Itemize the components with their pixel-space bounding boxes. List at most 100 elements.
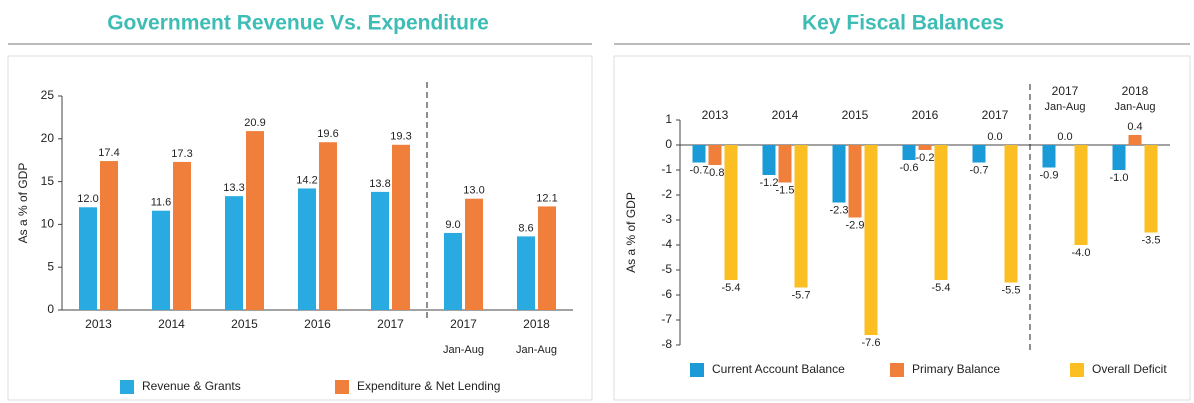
- value-label: 0.4: [1127, 121, 1142, 133]
- bar: [692, 145, 706, 163]
- x-tick-label: 2018: [1122, 84, 1149, 98]
- bar: [173, 161, 191, 310]
- value-label: 12.0: [77, 193, 98, 205]
- value-label: 17.3: [171, 148, 192, 160]
- bar: [152, 210, 170, 310]
- y-tick-label: -1: [661, 162, 672, 176]
- value-label: -1.0: [1110, 172, 1129, 184]
- x-tick-label: 2016: [912, 108, 939, 122]
- bar: [902, 145, 916, 160]
- value-label: -5.5: [1002, 284, 1021, 296]
- value-label: 19.3: [390, 131, 411, 143]
- legend-label: Primary Balance: [912, 362, 1000, 376]
- x-tick-label: 2015: [231, 317, 258, 331]
- bar: [864, 145, 878, 335]
- chart-title: Government Revenue Vs. Expenditure: [107, 12, 489, 35]
- value-label: -0.7: [970, 164, 989, 176]
- bar: [934, 145, 948, 280]
- legend-label: Revenue & Grants: [142, 379, 241, 393]
- x-tick-label: 2017: [450, 317, 477, 331]
- legend-swatch: [690, 363, 704, 377]
- y-tick-label: 15: [41, 174, 55, 188]
- value-label: -3.5: [1142, 234, 1161, 246]
- value-label: -5.4: [932, 282, 951, 294]
- legend-swatch: [1070, 363, 1084, 377]
- chart-title: Key Fiscal Balances: [802, 12, 1004, 35]
- value-label: 19.6: [317, 128, 338, 140]
- bar: [1128, 135, 1142, 145]
- bar: [972, 145, 986, 163]
- value-label: -1.5: [776, 184, 795, 196]
- y-tick-label: 20: [41, 131, 55, 145]
- bar: [778, 145, 792, 183]
- bar: [762, 145, 776, 175]
- value-label: 9.0: [445, 219, 460, 231]
- panel: [613, 55, 1191, 401]
- x-tick-label: 2014: [158, 317, 185, 331]
- bar: [517, 236, 535, 310]
- legend-label: Overall Deficit: [1092, 362, 1167, 376]
- value-label: -7.6: [862, 337, 881, 349]
- bar: [225, 196, 243, 310]
- bar: [794, 145, 808, 288]
- value-label: -5.7: [792, 289, 811, 301]
- value-label: -4.0: [1072, 247, 1091, 259]
- bar: [465, 198, 483, 310]
- value-label: 13.8: [369, 178, 390, 190]
- x-tick-label: 2017: [982, 108, 1009, 122]
- panel: [7, 55, 593, 401]
- bar: [100, 161, 118, 310]
- y-tick-label: -5: [661, 262, 672, 276]
- value-label: -0.9: [1040, 169, 1059, 181]
- value-label: 13.3: [223, 182, 244, 194]
- bar: [1042, 145, 1056, 168]
- value-label: 14.2: [296, 174, 317, 186]
- value-label: 8.6: [518, 222, 533, 234]
- bar: [724, 145, 738, 280]
- bar: [319, 142, 337, 310]
- x-tick-sublabel: Jan-Aug: [443, 344, 484, 356]
- value-label: -1.2: [760, 177, 779, 189]
- y-tick-label: -3: [661, 212, 672, 226]
- bar: [392, 144, 410, 310]
- bar: [708, 145, 722, 165]
- bar: [298, 188, 316, 310]
- y-tick-label: 0: [47, 302, 54, 316]
- x-tick-sublabel: Jan-Aug: [1045, 101, 1086, 113]
- value-label: 11.6: [151, 197, 172, 209]
- value-label: -0.8: [706, 167, 725, 179]
- x-tick-label: 2014: [772, 108, 799, 122]
- value-label: -5.4: [722, 282, 741, 294]
- legend-swatch: [120, 380, 134, 394]
- legend-label: Expenditure & Net Lending: [357, 379, 500, 393]
- value-label: -2.3: [830, 204, 849, 216]
- y-tick-label: -2: [661, 187, 672, 201]
- x-tick-sublabel: Jan-Aug: [1115, 101, 1156, 113]
- y-tick-label: -4: [661, 237, 672, 251]
- value-label: -0.7: [690, 164, 709, 176]
- value-label: 20.9: [244, 117, 265, 129]
- bar: [79, 207, 97, 310]
- value-label: -0.2: [916, 152, 935, 164]
- y-tick-label: 25: [41, 88, 55, 102]
- value-label: 0.0: [987, 131, 1002, 143]
- legend-swatch: [890, 363, 904, 377]
- bar: [538, 206, 556, 310]
- y-tick-label: 5: [47, 259, 54, 273]
- y-axis-label: As a % of GDP: [16, 163, 30, 244]
- y-tick-label: -8: [661, 337, 672, 351]
- y-tick-label: 0: [665, 137, 672, 151]
- x-tick-label: 2013: [85, 317, 112, 331]
- bar: [246, 131, 264, 310]
- bar: [1144, 145, 1158, 233]
- y-tick-label: -6: [661, 287, 672, 301]
- x-tick-label: 2013: [702, 108, 729, 122]
- bar: [848, 145, 862, 218]
- bar: [371, 191, 389, 310]
- bar: [1004, 145, 1018, 283]
- value-label: 17.4: [98, 147, 119, 159]
- y-tick-label: -7: [661, 312, 672, 326]
- y-axis-label: As a % of GDP: [624, 192, 638, 273]
- value-label: -0.6: [900, 162, 919, 174]
